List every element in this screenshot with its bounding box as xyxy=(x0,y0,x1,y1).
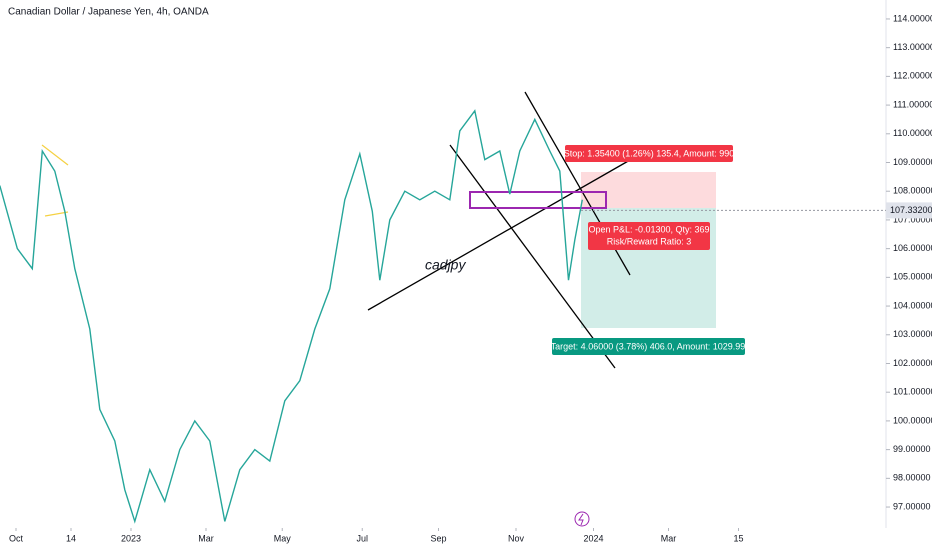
x-tick-label: May xyxy=(274,533,292,543)
x-tick-label: 15 xyxy=(733,533,743,543)
y-tick-label: 108.00000 xyxy=(893,186,932,196)
ratio-label: Risk/Reward Ratio: 3 xyxy=(607,236,692,246)
stop-zone xyxy=(581,172,716,208)
event-icon[interactable] xyxy=(574,511,590,527)
y-tick-label: 106.00000 xyxy=(893,243,932,253)
x-tick-label: Jul xyxy=(356,533,368,543)
x-tick-label: 2023 xyxy=(121,533,141,543)
event-bolt xyxy=(578,513,584,526)
y-tick-label: 105.00000 xyxy=(893,272,932,282)
y-tick-label: 109.00000 xyxy=(893,157,932,167)
x-tick-label: Sep xyxy=(430,533,446,543)
price-line xyxy=(0,109,583,524)
y-tick-label: 98.00000 xyxy=(893,473,931,483)
x-tick-label: Nov xyxy=(508,533,525,543)
trendline xyxy=(449,144,616,369)
stop-label-box xyxy=(565,145,733,162)
pnl-box xyxy=(588,222,710,250)
pattern-line xyxy=(44,211,69,217)
pnl-label: Open P&L: -0.01300, Qty: 369 xyxy=(588,224,709,234)
stop-label: Stop: 1.35400 (1.26%) 135.4, Amount: 990 xyxy=(564,148,735,158)
target-label: Target: 4.06000 (3.78%) 406.0, Amount: 1… xyxy=(551,341,746,351)
y-tick-label: 102.00000 xyxy=(893,358,932,368)
y-tick-label: 100.00000 xyxy=(893,415,932,425)
y-tick-label: 111.00000 xyxy=(893,99,932,109)
target-label-box xyxy=(552,338,745,355)
trendline xyxy=(367,159,631,311)
y-tick-label: 107.00000 xyxy=(893,214,932,224)
y-tick-label: 104.00000 xyxy=(893,300,932,310)
pattern xyxy=(41,144,69,217)
x-tick-label: Mar xyxy=(661,533,677,543)
x-tick-label: 14 xyxy=(66,533,76,543)
y-tick-label: 113.00000 xyxy=(893,42,932,52)
note: cadjpy xyxy=(425,257,466,273)
y-tick-label: 112.00000 xyxy=(893,71,932,81)
y-tick-label: 99.00000 xyxy=(893,444,931,454)
y-tick-label: 110.00000 xyxy=(893,128,932,138)
x-tick-label: Mar xyxy=(198,533,214,543)
zone-box xyxy=(469,191,607,209)
x-tick-label: Oct xyxy=(9,533,24,543)
last-price-box xyxy=(886,202,932,219)
y-tick-label: 97.00000 xyxy=(893,501,931,511)
pattern-line xyxy=(41,144,69,166)
last-price-label: 107.33200 xyxy=(890,205,932,215)
y-tick-label: 103.00000 xyxy=(893,329,932,339)
y-tick-label: 101.00000 xyxy=(893,387,932,397)
y-tick-label: 114.00000 xyxy=(893,13,932,23)
x-tick-label: 2024 xyxy=(583,533,603,543)
chart-title: Canadian Dollar / Japanese Yen, 4h, OAND… xyxy=(8,7,209,18)
